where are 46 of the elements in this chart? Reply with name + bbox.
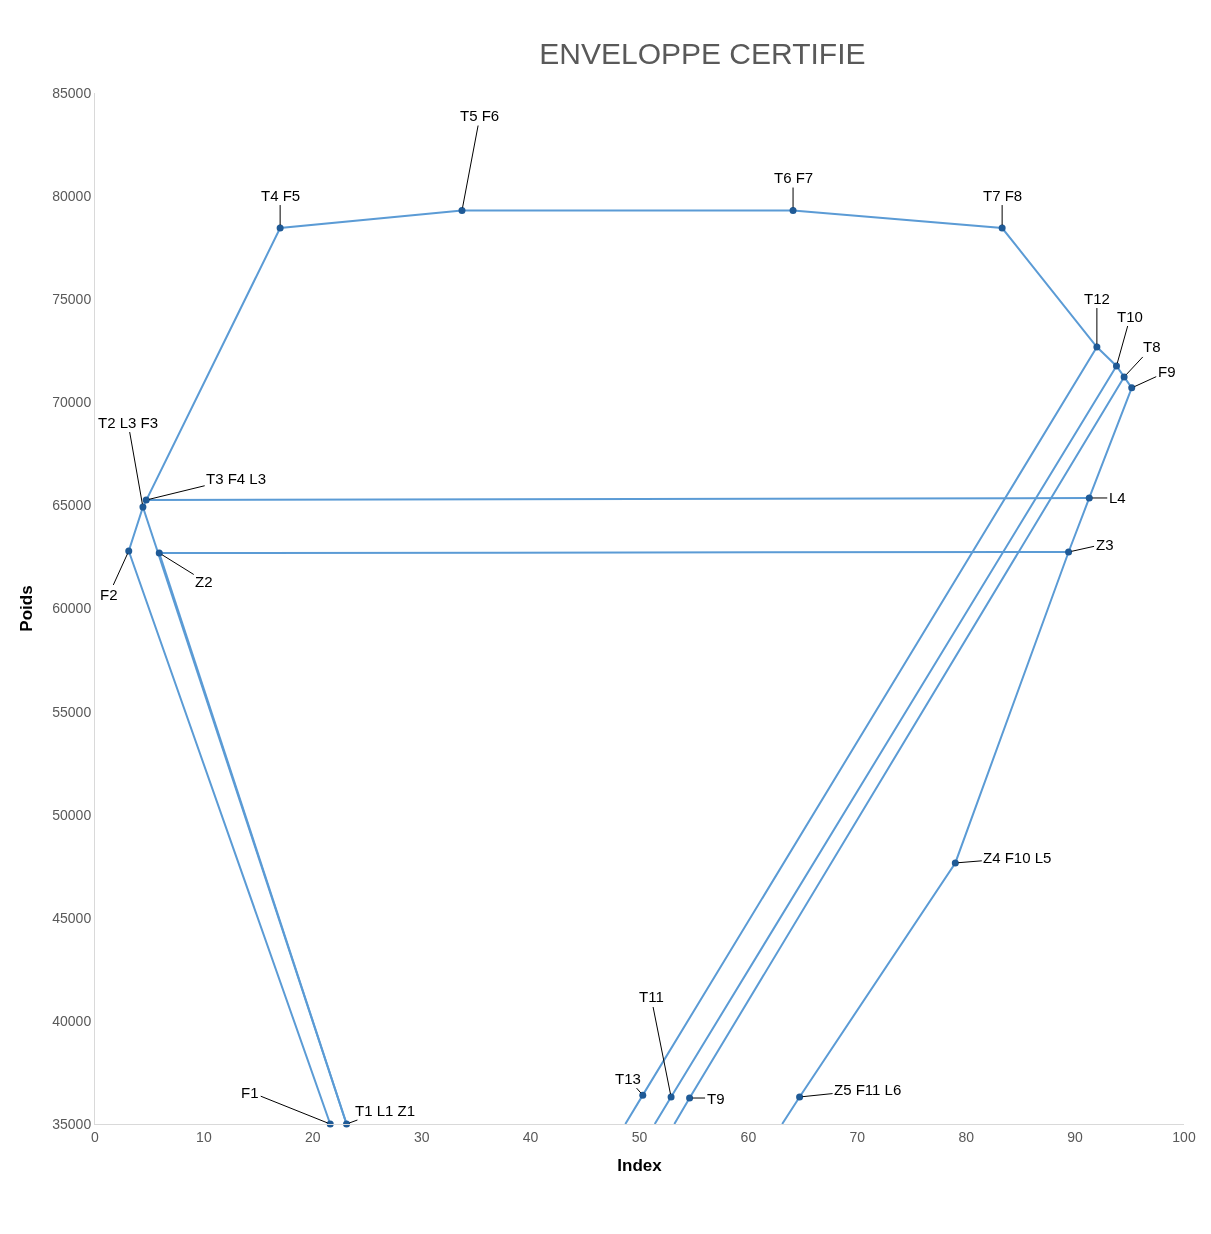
annotation: T6 F7 [774, 169, 814, 186]
y-tick-label: 80000 [52, 188, 92, 204]
annotation: F1 [241, 1084, 259, 1101]
annotation: Z3 [1096, 536, 1114, 553]
y-tick-label: 50000 [52, 806, 92, 823]
x-tick-label: 10 [196, 1128, 212, 1145]
x-tick-label: 20 [305, 1128, 321, 1145]
annotation: T2 L3 F3 [98, 414, 159, 431]
annotation: T12 [1084, 290, 1110, 307]
annotation: T9 [707, 1090, 725, 1107]
annotation: F2 [100, 586, 118, 603]
annotation: F9 [1158, 363, 1176, 380]
x-tick-label: 30 [413, 1128, 430, 1145]
chart-title: ENVELOPPE CERTIFIE [539, 37, 866, 71]
annotation: Z4 F10 L5 [983, 849, 1052, 866]
x-axis-title: Index [617, 1156, 663, 1176]
y-tick-label: 55000 [52, 703, 92, 720]
x-tick-label: 40 [522, 1128, 539, 1145]
x-tick-label: 80 [958, 1128, 975, 1145]
annotation: T4 F5 [261, 187, 301, 204]
y-tick-label: 40000 [52, 1012, 92, 1029]
annotation: T11 [639, 988, 664, 1005]
y-tick-label: 65000 [52, 497, 92, 514]
x-tick-label: 50 [631, 1128, 648, 1145]
x-tick-label: 90 [1067, 1128, 1084, 1145]
annotation: L4 [1109, 489, 1126, 506]
annotation: Z2 [195, 573, 213, 590]
annotation: T7 F8 [983, 187, 1023, 204]
x-tick-label: 0 [91, 1128, 100, 1145]
annotation: Z5 F11 L6 [834, 1081, 902, 1098]
y-tick-label: 45000 [52, 909, 92, 926]
annotation: T3 F4 L3 [206, 470, 267, 487]
annotation: T10 [1117, 308, 1143, 325]
annotation: T8 [1143, 338, 1161, 355]
annotation: T5 F6 [460, 107, 500, 124]
y-tick-label: 85000 [52, 84, 92, 101]
y-tick-label: 70000 [52, 394, 92, 411]
y-tick-label: 35000 [52, 1115, 92, 1132]
annotation: T13 [615, 1070, 641, 1087]
x-tick-label: 100 [1172, 1128, 1196, 1145]
x-tick-label: 60 [740, 1128, 757, 1145]
y-axis-title: Poids [16, 585, 36, 632]
x-tick-label: 70 [849, 1128, 866, 1145]
y-tick-label: 75000 [52, 291, 92, 308]
annotation: T1 L1 Z1 [355, 1102, 416, 1119]
y-tick-label: 60000 [52, 600, 92, 617]
